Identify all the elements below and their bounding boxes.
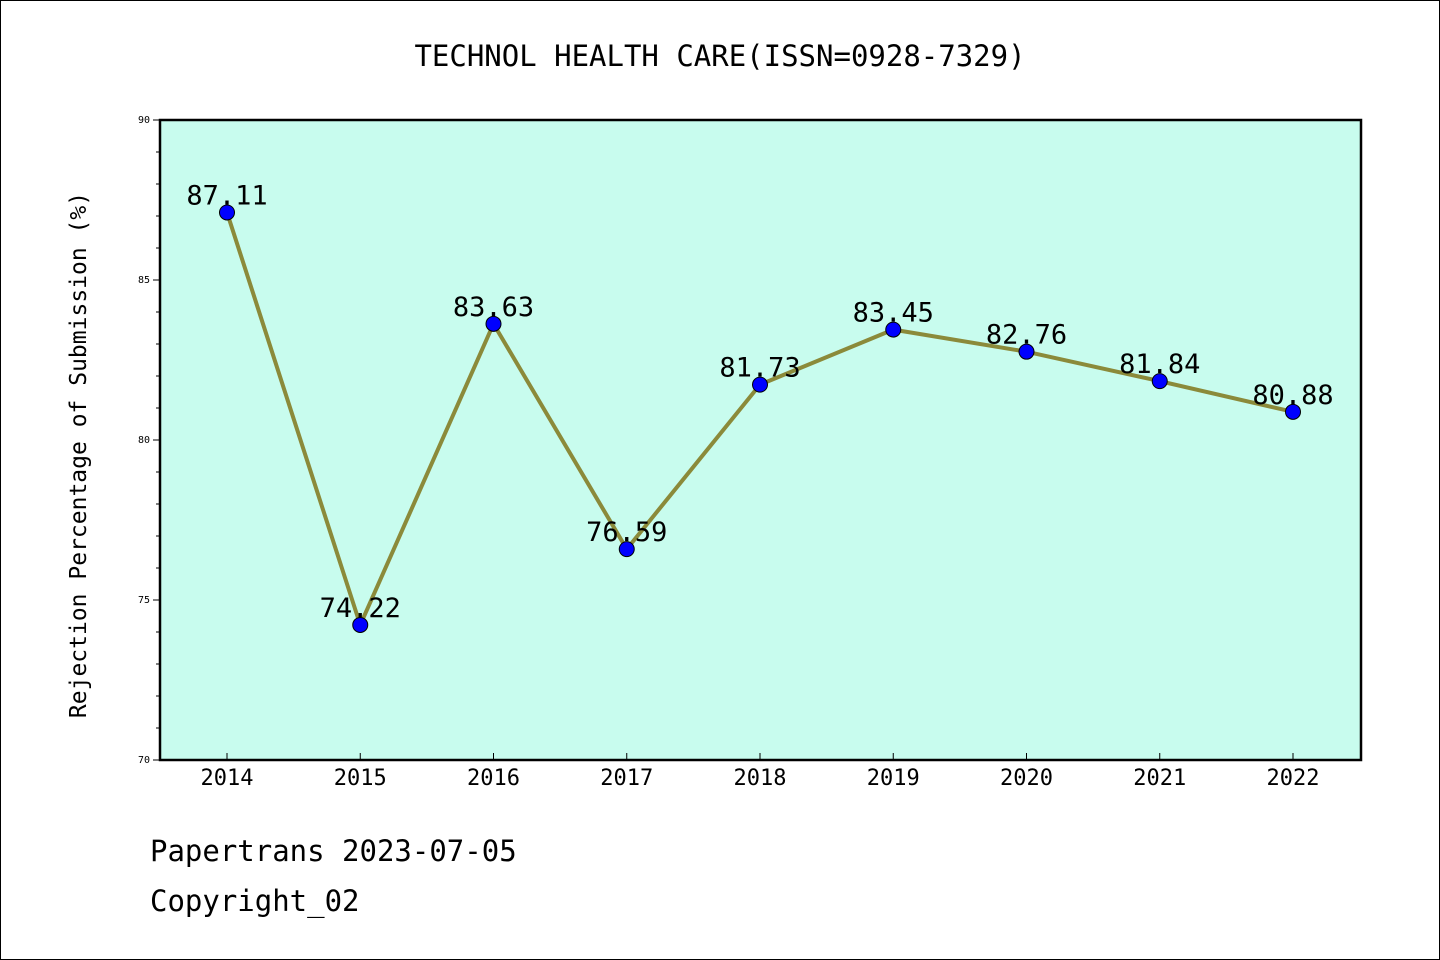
tick-labels: 70 75 80 85 90 2014 2015 2016 2017 2018 2019 2020 20…: [138, 115, 1320, 791]
x-tick-label: 2022: [1267, 766, 1320, 791]
data-point-2019: [885, 321, 902, 338]
data-label-2018: 81.73: [719, 353, 800, 384]
x-tick-label: 2017: [600, 766, 653, 791]
y-tick-label: 85: [138, 275, 150, 286]
data-point-2018: [752, 376, 768, 393]
data-point-2014: [219, 204, 235, 221]
data-label-2015: 74.22: [320, 593, 401, 624]
y-tick-label: 90: [138, 115, 150, 126]
x-tick-label: 2020: [1000, 766, 1053, 791]
y-tick-label: 80: [138, 435, 150, 446]
footer-copyright: Copyright_02: [150, 884, 360, 918]
plot-border: [158, 118, 1363, 762]
data-label-2017: 76.59: [586, 517, 667, 548]
data-label-2020: 82.76: [986, 320, 1067, 351]
data-label-2016: 83.63: [453, 292, 534, 323]
x-tick-label: 2021: [1133, 766, 1186, 791]
y-axis-label: Rejection Percentage of Submission (%): [66, 192, 92, 718]
data-label-2019: 83.45: [853, 298, 934, 329]
x-tick-label: 2016: [467, 766, 520, 791]
data-point-2016: [485, 315, 502, 332]
data-point-2015: [352, 616, 369, 633]
footer-date: Papertrans 2023-07-05: [150, 834, 517, 868]
data-label-2021: 81.84: [1119, 349, 1200, 380]
data-point-2022: [1285, 403, 1301, 420]
data-markers: [219, 204, 1301, 633]
y-tick-label: 75: [138, 595, 150, 606]
x-tick-label: 2015: [334, 766, 387, 791]
data-labels: 87.11 74.22 83.63 76.59 81.73 83.45 82.76 81.84…: [186, 180, 1333, 623]
x-tick-label: 2018: [734, 766, 787, 791]
x-tick-label: 2014: [201, 766, 254, 791]
data-point-2017: [618, 541, 635, 558]
x-tick-label: 2019: [867, 766, 920, 791]
data-label-2022: 80.88: [1252, 380, 1333, 411]
plot-area: [160, 120, 1361, 760]
data-point-2020: [1018, 343, 1035, 360]
data-point-2021: [1151, 373, 1168, 390]
chart-title: TECHNOL HEALTH CARE(ISSN=0928-7329): [414, 39, 1025, 73]
y-tick-label: 70: [138, 755, 150, 766]
data-label-2014: 87.11: [186, 180, 267, 211]
